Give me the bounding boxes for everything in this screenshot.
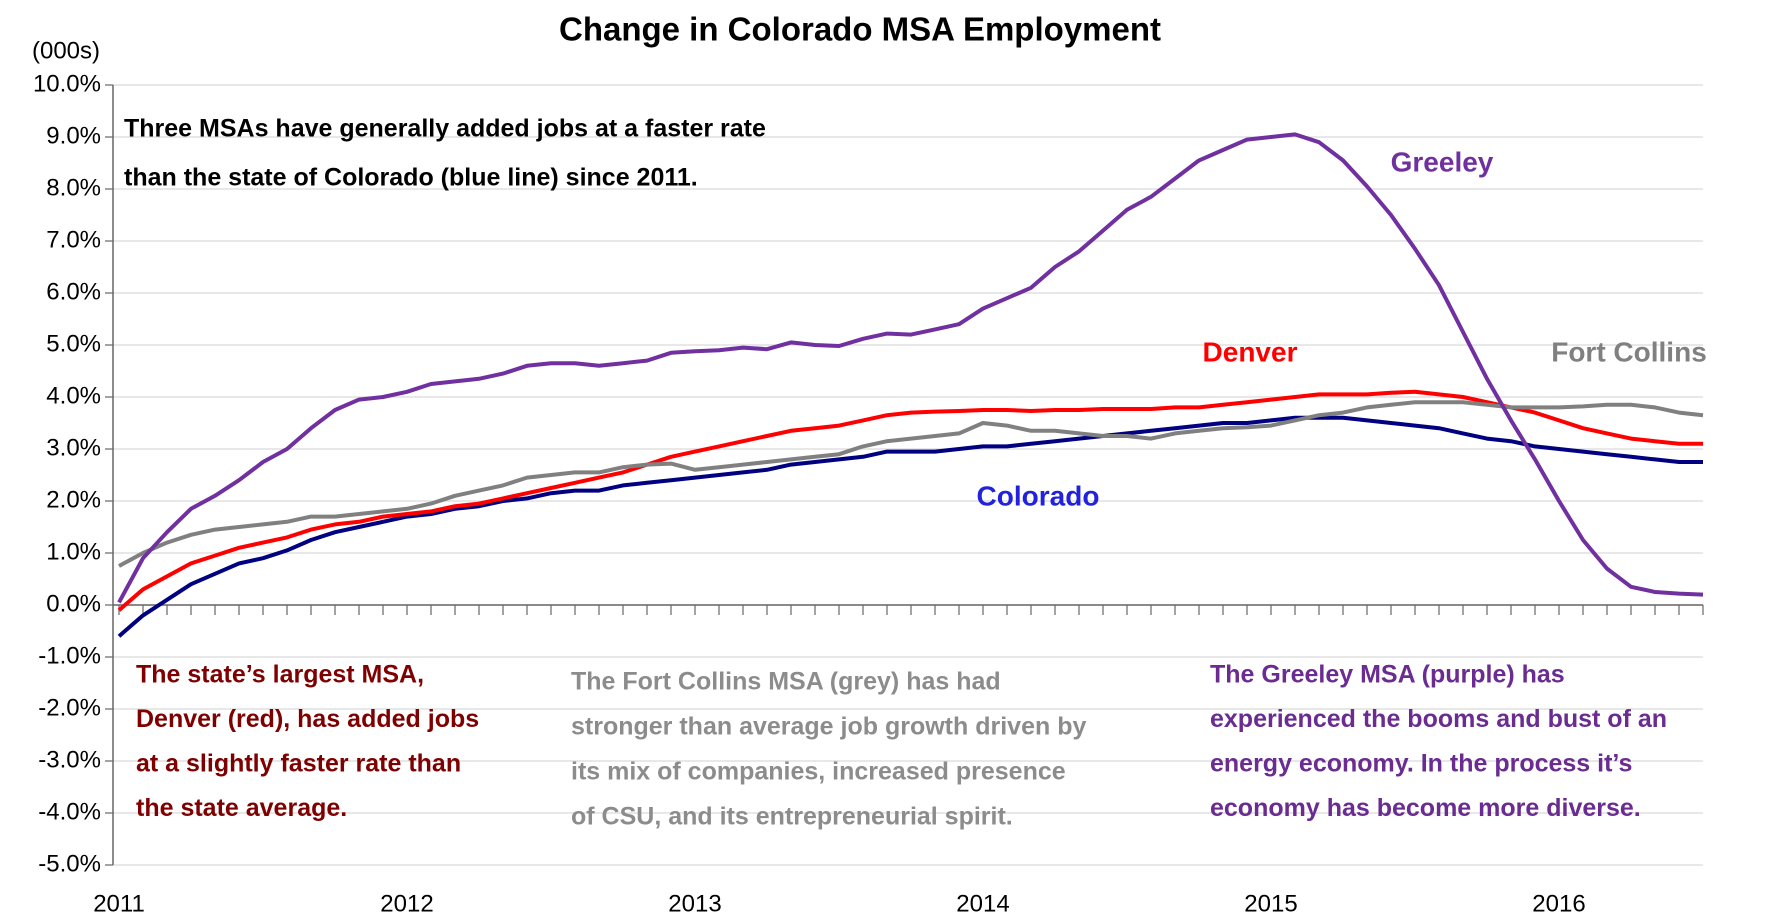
annotation: stronger than average job growth driven … [571,713,1086,741]
x-tick-label: 2015 [1244,890,1297,916]
series-line [117,415,1703,638]
series-label: Fort Collins [1551,336,1707,367]
annotation: than the state of Colorado (blue line) s… [124,164,698,192]
y-tick-label: 0.0% [46,590,101,617]
annotation: Three MSAs have generally added jobs at … [124,115,766,143]
series-label: Denver [1203,336,1298,367]
y-tick-label: 6.0% [46,278,101,305]
y-tick-label: 2.0% [46,486,101,513]
annotation: The state’s largest MSA, [136,661,424,689]
y-axis-label: (000s) [32,37,100,64]
y-tick-label: 1.0% [46,538,101,565]
y-tick-label: 3.0% [46,434,101,461]
y-tick-label: 10.0% [33,70,101,97]
annotation: energy economy. In the process it’s [1210,750,1632,778]
annotation: Denver (red), has added jobs [136,705,479,733]
x-tick-label: 2014 [956,890,1009,916]
y-tick-label: 8.0% [46,174,101,201]
series-line [118,400,1704,568]
y-tick-label: 7.0% [46,226,101,253]
y-tick-label: -4.0% [38,798,101,825]
annotation: its mix of companies, increased presence [571,758,1066,786]
x-tick-label: 2013 [668,890,721,916]
x-tick-label: 2011 [93,890,145,916]
series-line [117,132,1704,604]
series-line [117,389,1703,612]
x-tick-label: 2012 [380,890,433,916]
annotation: economy has become more diverse. [1210,794,1641,822]
y-tick-label: 4.0% [46,382,101,409]
chart-title: Change in Colorado MSA Employment [559,11,1161,48]
y-tick-label: -2.0% [38,694,101,721]
annotation: of CSU, and its entrepreneurial spirit. [571,803,1013,831]
y-tick-label: -3.0% [38,746,101,773]
annotation: The Greeley MSA (purple) has [1210,661,1565,689]
y-tick-label: 9.0% [46,122,101,149]
series-label: Colorado [977,480,1100,511]
x-tick-label: 2016 [1532,890,1585,916]
annotation: The Fort Collins MSA (grey) has had [571,668,1001,696]
annotation: the state average. [136,794,347,822]
annotation: experienced the booms and bust of an [1210,705,1667,733]
y-tick-label: 5.0% [46,330,101,357]
y-tick-label: -5.0% [38,850,101,877]
y-tick-label: -1.0% [38,642,101,669]
series-label: Greeley [1391,146,1494,177]
annotation: at a slightly faster rate than [136,750,461,778]
